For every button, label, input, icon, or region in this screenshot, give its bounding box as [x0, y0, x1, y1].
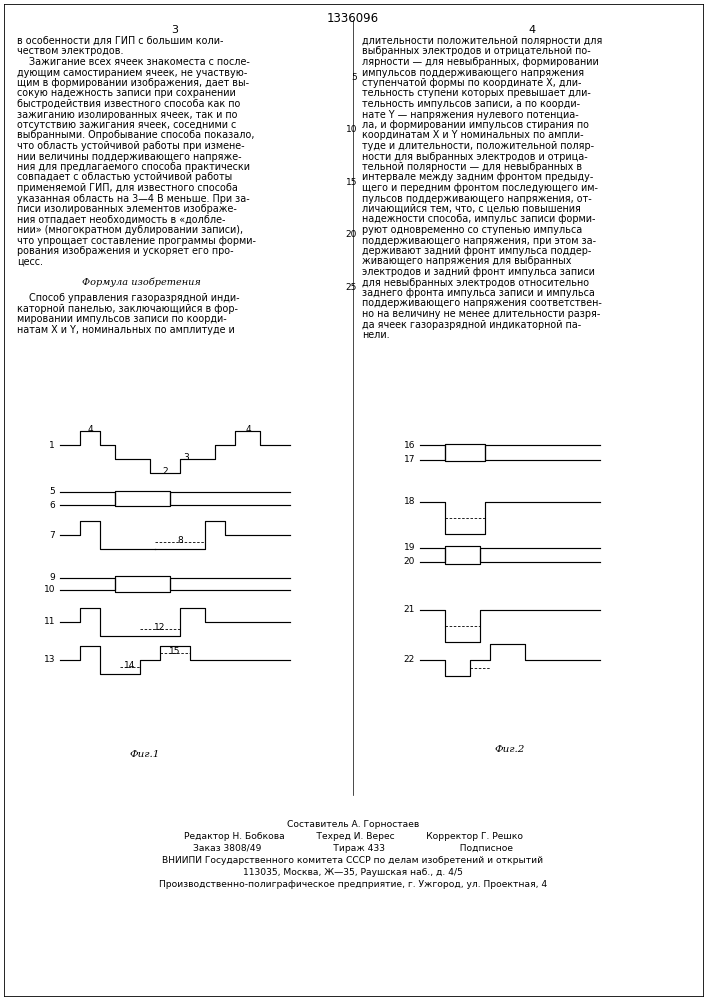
Text: руют одновременно со ступенью импульса: руют одновременно со ступенью импульса	[362, 225, 583, 235]
Text: 1336096: 1336096	[327, 12, 379, 25]
Text: Заказ 3808/49                         Тираж 433                          Подписн: Заказ 3808/49 Тираж 433 Подписн	[193, 844, 513, 853]
Text: указанная область на 3—4 В меньше. При за-: указанная область на 3—4 В меньше. При з…	[17, 194, 250, 204]
Text: координатам X и Y номинальных по ампли-: координатам X и Y номинальных по ампли-	[362, 130, 583, 140]
Text: 15: 15	[346, 178, 357, 187]
Text: совпадает с областью устойчивой работы: совпадает с областью устойчивой работы	[17, 172, 233, 182]
Text: Зажигание всех ячеек знакоместа с после-: Зажигание всех ячеек знакоместа с после-	[17, 57, 250, 67]
Text: писи изолированных элементов изображе-: писи изолированных элементов изображе-	[17, 204, 237, 214]
Text: 6: 6	[49, 500, 55, 510]
Text: быстродействия известного способа как по: быстродействия известного способа как по	[17, 99, 240, 109]
Text: 15: 15	[169, 647, 181, 656]
Text: заднего фронта импульса записи и импульса: заднего фронта импульса записи и импульс…	[362, 288, 595, 298]
Text: дующим самостиранием ячеек, не участвую-: дующим самостиранием ячеек, не участвую-	[17, 68, 247, 78]
Text: 5: 5	[49, 488, 55, 496]
Text: 14: 14	[124, 661, 136, 670]
Text: личающийся тем, что, с целью повышения: личающийся тем, что, с целью повышения	[362, 204, 581, 214]
Text: живающего напряжения для выбранных: живающего напряжения для выбранных	[362, 256, 571, 266]
Text: поддерживающего напряжения, при этом за-: поддерживающего напряжения, при этом за-	[362, 235, 596, 245]
Text: 4: 4	[245, 425, 251, 434]
Text: импульсов поддерживающего напряжения: импульсов поддерживающего напряжения	[362, 68, 584, 78]
Text: щим в формировании изображения, дает вы-: щим в формировании изображения, дает вы-	[17, 78, 249, 88]
Text: тельность импульсов записи, а по коорди-: тельность импульсов записи, а по коорди-	[362, 99, 580, 109]
Text: да ячеек газоразрядной индикаторной па-: да ячеек газоразрядной индикаторной па-	[362, 320, 581, 330]
Text: длительности положительной полярности для: длительности положительной полярности дл…	[362, 36, 602, 46]
Text: 11: 11	[44, 617, 55, 626]
Text: цесс.: цесс.	[17, 256, 43, 266]
Text: для невыбранных электродов относительно: для невыбранных электродов относительно	[362, 277, 589, 288]
Text: ступенчатой формы по координате X, дли-: ступенчатой формы по координате X, дли-	[362, 78, 581, 88]
Text: интервале между задним фронтом предыду-: интервале между задним фронтом предыду-	[362, 172, 593, 182]
Text: 10: 10	[346, 125, 357, 134]
Text: Редактор Н. Бобкова           Техред И. Верес           Корректор Г. Решко: Редактор Н. Бобкова Техред И. Верес Корр…	[184, 832, 522, 841]
Text: поддерживающего напряжения соответствен-: поддерживающего напряжения соответствен-	[362, 298, 602, 308]
Text: ния отпадает необходимость в «долбле-: ния отпадает необходимость в «долбле-	[17, 215, 226, 225]
Text: но на величину не менее длительности разря-: но на величину не менее длительности раз…	[362, 309, 600, 319]
Text: 13: 13	[44, 656, 55, 664]
Text: 7: 7	[49, 530, 55, 540]
Text: натам X и Y, номинальных по амплитуде и: натам X и Y, номинальных по амплитуде и	[17, 325, 235, 335]
Text: 20: 20	[404, 558, 415, 566]
Text: туде и длительности, положительной поляр-: туде и длительности, положительной поляр…	[362, 141, 594, 151]
Text: в особенности для ГИП с большим коли-: в особенности для ГИП с большим коли-	[17, 36, 223, 46]
Text: нии величины поддерживающего напряже-: нии величины поддерживающего напряже-	[17, 151, 242, 161]
Text: 18: 18	[404, 497, 415, 506]
Text: нели.: нели.	[362, 330, 390, 340]
Text: 9: 9	[49, 574, 55, 582]
Text: чеством электродов.: чеством электродов.	[17, 46, 124, 56]
Text: 22: 22	[404, 656, 415, 664]
Text: 20: 20	[346, 230, 357, 239]
Text: ла, и формировании импульсов стирания по: ла, и формировании импульсов стирания по	[362, 120, 589, 130]
Text: выбранными. Опробывание способа показало,: выбранными. Опробывание способа показало…	[17, 130, 255, 140]
Text: 21: 21	[404, 605, 415, 614]
Text: лярности — для невыбранных, формировании: лярности — для невыбранных, формировании	[362, 57, 599, 67]
Text: держивают задний фронт импульса поддер-: держивают задний фронт импульса поддер-	[362, 246, 591, 256]
Text: 3: 3	[172, 25, 178, 35]
Text: Фиг.2: Фиг.2	[495, 745, 525, 754]
Text: отсутствию зажигания ячеек, соседними с: отсутствию зажигания ячеек, соседними с	[17, 120, 236, 130]
Text: 12: 12	[154, 623, 165, 632]
Text: ВНИИПИ Государственного комитета СССР по делам изобретений и открытий: ВНИИПИ Государственного комитета СССР по…	[163, 856, 544, 865]
Text: Формула изобретения: Формула изобретения	[82, 277, 201, 287]
Text: что область устойчивой работы при измене-: что область устойчивой работы при измене…	[17, 141, 245, 151]
Text: нате Y — напряжения нулевого потенциа-: нате Y — напряжения нулевого потенциа-	[362, 109, 579, 119]
Text: тельной полярности — для невыбранных в: тельной полярности — для невыбранных в	[362, 162, 582, 172]
Text: щего и передним фронтом последующего им-: щего и передним фронтом последующего им-	[362, 183, 598, 193]
Text: пульсов поддерживающего напряжения, от-: пульсов поддерживающего напряжения, от-	[362, 194, 592, 204]
Text: выбранных электродов и отрицательной по-: выбранных электродов и отрицательной по-	[362, 46, 591, 56]
Text: что упрощает составление программы форми-: что упрощает составление программы форми…	[17, 235, 256, 245]
Text: 5: 5	[351, 73, 357, 82]
Text: 25: 25	[346, 283, 357, 292]
Text: 10: 10	[44, 585, 55, 594]
Text: сокую надежность записи при сохранении: сокую надежность записи при сохранении	[17, 89, 235, 99]
Text: 17: 17	[404, 456, 415, 464]
Text: 19: 19	[404, 544, 415, 552]
Text: каторной панелью, заключающийся в фор-: каторной панелью, заключающийся в фор-	[17, 304, 238, 314]
Text: ния для предлагаемого способа практически: ния для предлагаемого способа практическ…	[17, 162, 250, 172]
Text: 1: 1	[49, 440, 55, 450]
Text: 4: 4	[528, 25, 536, 35]
Text: 113035, Москва, Ж—35, Раушская наб., д. 4/5: 113035, Москва, Ж—35, Раушская наб., д. …	[243, 868, 463, 877]
Text: Производственно-полиграфическое предприятие, г. Ужгород, ул. Проектная, 4: Производственно-полиграфическое предприя…	[159, 880, 547, 889]
Text: надежности способа, импульс записи форми-: надежности способа, импульс записи форми…	[362, 215, 595, 225]
Text: 8: 8	[177, 536, 183, 545]
Text: ности для выбранных электродов и отрица-: ности для выбранных электродов и отрица-	[362, 151, 588, 161]
Text: Способ управления газоразрядной инди-: Способ управления газоразрядной инди-	[17, 293, 240, 303]
Text: нии» (многократном дублировании записи),: нии» (многократном дублировании записи),	[17, 225, 243, 235]
Text: 3: 3	[183, 453, 189, 462]
Text: применяемой ГИП, для известного способа: применяемой ГИП, для известного способа	[17, 183, 238, 193]
Text: Составитель А. Горностаев: Составитель А. Горностаев	[287, 820, 419, 829]
Text: зажиганию изолированных ячеек, так и по: зажиганию изолированных ячеек, так и по	[17, 109, 238, 119]
Text: 2: 2	[162, 467, 168, 476]
Text: 4: 4	[87, 425, 93, 434]
Text: 16: 16	[404, 440, 415, 450]
Text: мировании импульсов записи по коорди-: мировании импульсов записи по коорди-	[17, 314, 227, 324]
Text: Фиг.1: Фиг.1	[130, 750, 160, 759]
Text: тельность ступени которых превышает дли-: тельность ступени которых превышает дли-	[362, 89, 591, 99]
Text: рования изображения и ускоряет его про-: рования изображения и ускоряет его про-	[17, 246, 233, 256]
Text: электродов и задний фронт импульса записи: электродов и задний фронт импульса запис…	[362, 267, 595, 277]
